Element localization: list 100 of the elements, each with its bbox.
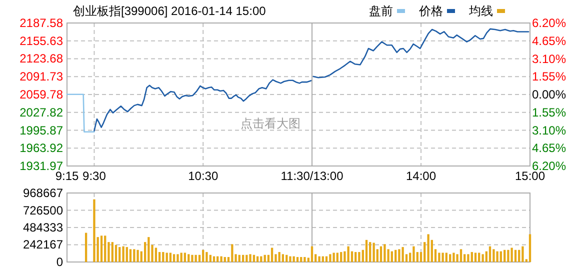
bar xyxy=(133,249,136,262)
bar xyxy=(500,251,502,262)
bar xyxy=(347,246,350,262)
bar xyxy=(449,254,452,262)
chart-title: 创业板指[399006] 2016-01-14 15:00 xyxy=(73,4,266,18)
legend-label: 均线 xyxy=(468,4,493,18)
bar xyxy=(126,247,128,262)
bar xyxy=(296,257,299,262)
bar xyxy=(460,249,462,262)
bar xyxy=(528,234,532,262)
bar xyxy=(380,246,382,262)
annotation: 点击看大图 xyxy=(240,116,300,130)
bar xyxy=(93,199,96,262)
y-tick-label: 968667 xyxy=(22,186,64,200)
bar xyxy=(372,242,375,262)
bar xyxy=(169,252,172,262)
bar xyxy=(184,252,186,262)
bar xyxy=(224,257,226,262)
y-tick-label: 2187.58 xyxy=(20,16,64,30)
bar xyxy=(354,252,357,262)
bar xyxy=(252,254,256,262)
x-tick-label: 10:30 xyxy=(188,169,218,183)
bar xyxy=(336,252,338,262)
bar xyxy=(325,256,328,262)
bar xyxy=(122,246,124,262)
bar xyxy=(496,251,498,262)
y-tick-label: 242167 xyxy=(22,238,64,252)
bar xyxy=(507,250,510,262)
bar xyxy=(514,250,517,262)
bar xyxy=(300,257,302,262)
bar xyxy=(442,252,444,262)
bar xyxy=(270,248,274,262)
bar xyxy=(231,244,234,262)
bar xyxy=(216,256,219,262)
x-tick-label: 9:30 xyxy=(82,169,106,183)
bar xyxy=(286,254,288,262)
text: 3.10% xyxy=(532,52,566,66)
y-tick-label: 1995.87 xyxy=(20,123,64,138)
bar xyxy=(478,252,480,262)
bar xyxy=(488,246,492,262)
bar xyxy=(445,252,448,262)
bar xyxy=(390,251,393,262)
bar xyxy=(246,254,248,262)
bar xyxy=(522,246,524,262)
bar xyxy=(111,242,114,262)
bar xyxy=(504,250,506,262)
legend-label: 价格 xyxy=(418,4,443,18)
bar xyxy=(154,248,158,262)
bar xyxy=(412,246,415,262)
bar xyxy=(340,252,342,262)
bar xyxy=(260,256,262,262)
bar xyxy=(84,232,88,262)
bar xyxy=(191,254,194,262)
bar xyxy=(212,256,216,262)
bar xyxy=(467,254,470,262)
text: 0.00% xyxy=(532,88,566,102)
bar xyxy=(282,254,284,262)
bar xyxy=(365,240,368,262)
bar xyxy=(172,254,176,262)
bar xyxy=(158,252,161,262)
y-tick-label: 2155.63 xyxy=(20,34,64,48)
bar xyxy=(166,252,168,262)
bar xyxy=(452,252,455,262)
bar xyxy=(264,254,266,262)
y-tick-label: 484333 xyxy=(22,220,64,234)
bar xyxy=(188,254,190,262)
bar xyxy=(104,236,106,262)
bar xyxy=(278,252,280,262)
y-tick-label: 1963.92 xyxy=(20,141,64,156)
bar xyxy=(162,252,164,262)
text: 3.10% xyxy=(532,123,566,138)
bar xyxy=(202,250,204,262)
y-tick-label: 2027.82 xyxy=(20,105,64,120)
bar xyxy=(510,248,513,262)
bar xyxy=(194,254,197,262)
bar xyxy=(136,250,139,262)
bar xyxy=(482,254,484,262)
y-tick-label: 726500 xyxy=(22,203,64,218)
bar xyxy=(474,252,477,262)
bar xyxy=(100,236,103,262)
bar xyxy=(129,249,132,262)
x-tick-label: 14:00 xyxy=(406,169,436,183)
y-tick-label: 2123.68 xyxy=(20,52,64,66)
bar xyxy=(427,234,430,262)
bar xyxy=(242,254,244,262)
bar xyxy=(114,244,118,262)
bar xyxy=(238,254,240,262)
bar xyxy=(438,252,440,262)
bar xyxy=(329,254,332,262)
bar xyxy=(176,254,179,262)
bar xyxy=(220,256,222,262)
bar xyxy=(180,252,182,262)
x-tick-label: 11:30/13:00 xyxy=(280,169,344,183)
bar xyxy=(332,252,335,262)
text: 4.65% xyxy=(532,34,566,48)
y-tick-label: 2059.78 xyxy=(20,87,64,102)
y-tick-label: 0 xyxy=(56,255,64,269)
bar xyxy=(249,254,252,262)
bar xyxy=(318,256,320,262)
legend-label: 盘前 xyxy=(369,4,393,18)
